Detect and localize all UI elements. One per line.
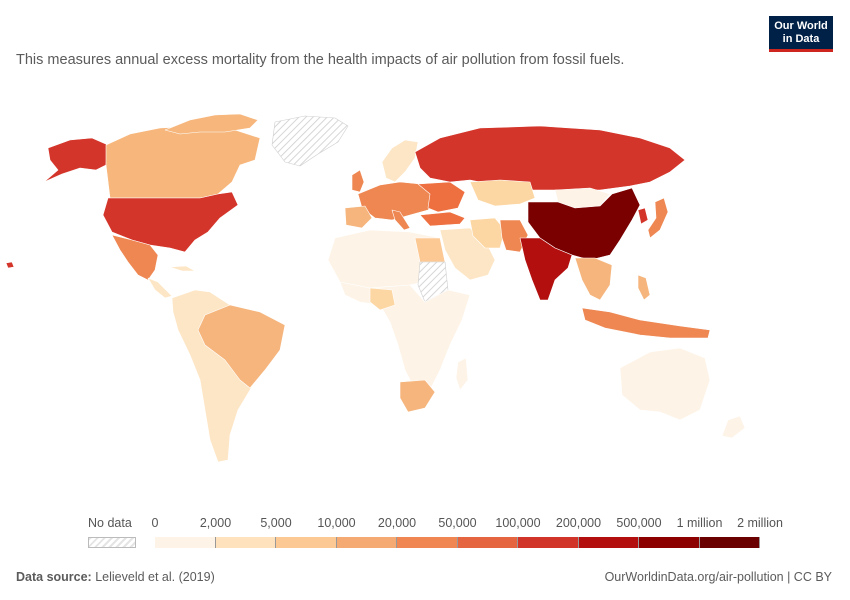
country-korea[interactable] (637, 207, 649, 225)
legend-tick-label: 20,000 (377, 516, 417, 530)
country-alaska[interactable] (43, 137, 109, 183)
country-turkey[interactable] (419, 211, 466, 227)
country-brazil[interactable] (197, 304, 286, 389)
legend-no-data-swatch[interactable] (88, 537, 136, 548)
country-india[interactable] (519, 237, 573, 301)
legend-tick-label: 2 million (737, 516, 783, 530)
country-new-zealand[interactable] (721, 415, 746, 439)
legend-no-data-label: No data (88, 516, 132, 530)
country-egypt[interactable] (414, 237, 446, 263)
legend-tick-label: 5,000 (260, 516, 292, 530)
legend-color-bin[interactable] (639, 537, 700, 548)
country-japan[interactable] (647, 197, 669, 239)
legend-tick-label: 10,000 (317, 516, 356, 530)
country-east-europe[interactable] (417, 181, 466, 213)
country-se-asia[interactable] (574, 257, 613, 301)
country-greenland[interactable] (271, 115, 349, 167)
legend-color-bin[interactable] (578, 537, 639, 548)
country-uk[interactable] (351, 169, 365, 193)
country-cuba[interactable] (169, 265, 196, 272)
country-hawaii[interactable] (5, 261, 15, 269)
country-australia[interactable] (619, 347, 711, 421)
legend-tick-label: 100,000 (495, 516, 541, 530)
legend-color-bin[interactable] (397, 537, 458, 548)
logo-line-1: Our World (774, 20, 828, 32)
country-nigeria[interactable] (369, 287, 396, 311)
legend-tick-label: 1 million (676, 516, 723, 530)
country-kazakhstan[interactable] (469, 179, 536, 207)
legend-color-bin[interactable] (699, 537, 760, 548)
country-indonesia[interactable] (581, 307, 711, 339)
country-south-africa[interactable] (399, 379, 436, 413)
country-philippines[interactable] (637, 274, 651, 301)
country-central-america[interactable] (147, 277, 173, 299)
country-iran[interactable] (469, 217, 506, 249)
country-iberia[interactable] (344, 205, 373, 229)
legend-color-bin[interactable] (457, 537, 518, 548)
data-source-label: Data source: (16, 570, 92, 584)
world-map (5, 113, 746, 463)
map-subtitle: This measures annual excess mortality fr… (16, 52, 625, 68)
legend-color-bin[interactable] (336, 537, 397, 548)
country-canada-islands[interactable] (164, 113, 259, 135)
country-russia[interactable] (414, 125, 686, 191)
owid-logo[interactable]: Our World in Data (769, 16, 833, 52)
legend-color-bin[interactable] (276, 537, 337, 548)
logo-line-2: in Data (782, 33, 820, 45)
data-source-value[interactable]: Lelieveld et al. (2019) (95, 570, 215, 584)
country-canada[interactable] (105, 125, 261, 199)
legend-tick-label: 0 (151, 516, 159, 530)
legend-color-bin[interactable] (518, 537, 579, 548)
data-source: Data source: Lelieveld et al. (2019) (16, 570, 215, 584)
map-legend: No data 0 2,000 5,000 10,000 20,000 50,000 100… (80, 516, 783, 556)
country-central-africa[interactable] (339, 281, 471, 391)
country-west-europe[interactable] (357, 181, 441, 221)
legend-color-bin[interactable] (155, 537, 216, 548)
country-usa[interactable] (102, 191, 239, 253)
legend-color-bin[interactable] (215, 537, 276, 548)
legend-tick-label: 500,000 (616, 516, 662, 530)
country-scandinavia[interactable] (381, 139, 419, 183)
country-italy[interactable] (391, 209, 411, 231)
country-mexico[interactable] (111, 234, 159, 281)
country-pakistan[interactable] (499, 219, 529, 253)
legend-tick-label: 50,000 (438, 516, 477, 530)
legend-tick-label: 200,000 (555, 516, 602, 530)
footer-link[interactable]: OurWorldinData.org/air-pollution | CC BY (604, 570, 832, 584)
legend-tick-label: 2,000 (199, 516, 232, 530)
country-madagascar[interactable] (455, 357, 469, 391)
